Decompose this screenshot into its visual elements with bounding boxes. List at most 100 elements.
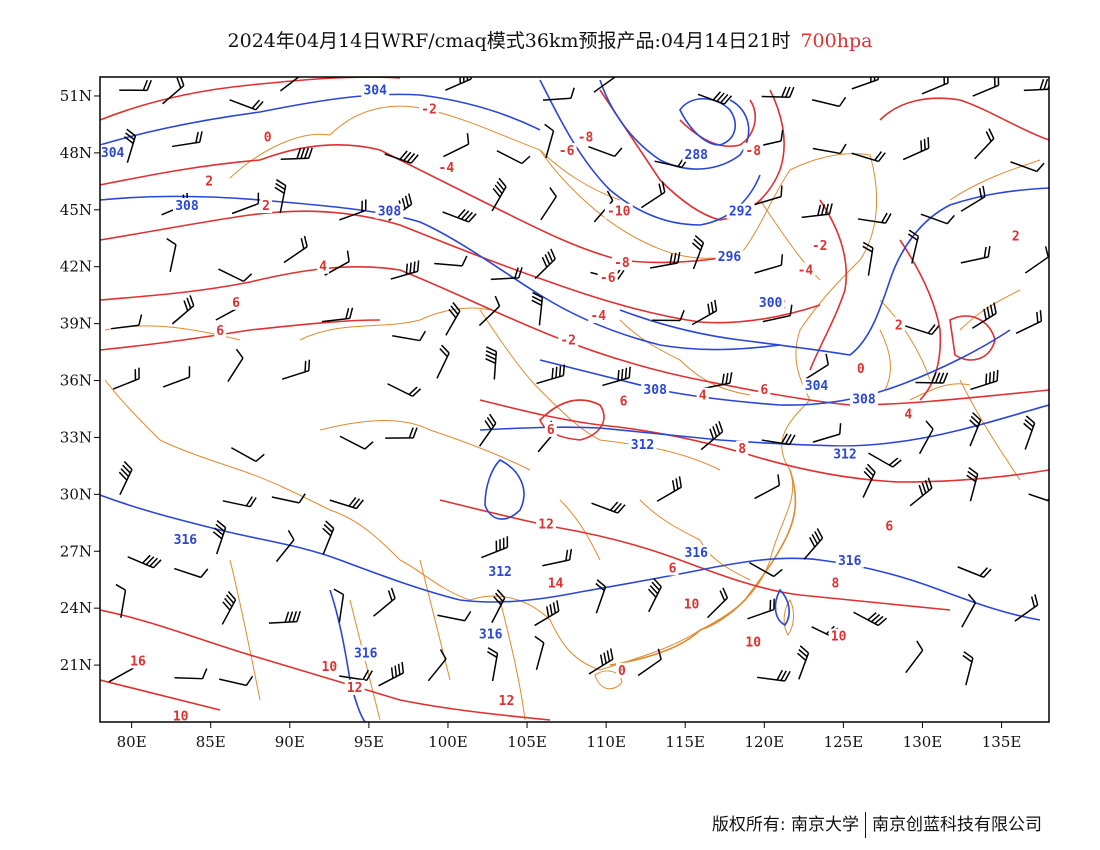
wind-barb <box>118 461 133 496</box>
plot-area: -2-4-6-8-8-10-8-6-4-2-2-2-40224666646802… <box>100 77 1049 722</box>
temperature-contour-label: -4 <box>439 161 455 176</box>
lon-tick-label: 85E <box>196 733 226 751</box>
lon-tick-label: 130E <box>903 733 943 751</box>
wind-barb <box>969 412 982 447</box>
temperature-contour-label: 6 <box>216 324 224 339</box>
wind-barbs <box>108 77 1049 687</box>
temperature-contour-label: 4 <box>699 389 707 404</box>
temperature-contour-label: -8 <box>614 256 630 271</box>
height-contour-label: 304 <box>805 379 829 394</box>
contour-label-bg <box>795 262 816 278</box>
wind-barb <box>1023 415 1036 450</box>
wind-barb <box>339 435 374 450</box>
longitude-axis: 80E 85E 90E 95E 100E 105E 110E 115E 120E 125E 130E… <box>117 722 1021 751</box>
contour-label-bg <box>261 129 274 145</box>
temperature-contour-label: 0 <box>618 664 626 679</box>
title-main: 2024年04月14日WRF/cmaq模式36km预报产品:04月14日21时 <box>227 30 791 52</box>
wind-barb <box>390 260 420 280</box>
wind-barb <box>384 150 419 164</box>
wind-barb <box>905 324 940 336</box>
wind-barb <box>542 548 573 567</box>
wind-barb <box>915 372 949 384</box>
wind-barb <box>974 128 995 160</box>
wind-barb <box>231 447 265 463</box>
wind-barb <box>339 669 373 681</box>
height-contour-label: 316 <box>838 554 862 569</box>
contour-label-bg <box>544 421 557 437</box>
wind-barb <box>478 413 497 447</box>
contour-label-bg <box>361 82 390 98</box>
wind-barb <box>162 77 185 105</box>
wind-barb <box>534 248 556 280</box>
wind-barb <box>804 353 829 381</box>
lon-tick-label: 100E <box>428 733 468 751</box>
contour-label-bg <box>597 270 618 286</box>
contour-label-bg <box>476 626 505 642</box>
lat-tick-label: 51N <box>60 87 92 105</box>
wind-barb <box>544 123 555 159</box>
temperature-contour-label: -10 <box>607 205 631 220</box>
wind-barb <box>222 496 257 508</box>
contour-label-bg <box>715 249 744 265</box>
wind-barb <box>486 647 499 682</box>
contour-label-bg <box>615 662 628 678</box>
wind-barb <box>218 268 253 283</box>
height-contour-label: 316 <box>479 628 503 643</box>
contour-label-bg <box>588 308 609 324</box>
contour-label-bg <box>743 142 764 158</box>
wind-barb <box>971 302 997 329</box>
wind-barb <box>171 131 203 148</box>
temperature-contour-label: -2 <box>812 239 828 254</box>
wind-barb <box>387 383 422 397</box>
wind-barb <box>909 477 933 507</box>
temperature-contour-label: 10 <box>322 660 338 675</box>
wind-barb <box>868 452 902 468</box>
wind-barb <box>918 420 934 455</box>
wind-barb <box>921 77 949 95</box>
height-contour-label: 300 <box>759 296 783 311</box>
lon-tick-label: 115E <box>665 733 705 751</box>
height-contour-label: 304 <box>101 146 125 161</box>
wind-barb <box>757 669 791 682</box>
wind-barb <box>119 79 152 92</box>
height-contour-label: 316 <box>174 533 198 548</box>
title-level: 700hpa <box>800 30 873 52</box>
wind-barb <box>445 302 461 336</box>
wind-barb <box>174 668 208 680</box>
contour-label-bg <box>536 516 557 532</box>
lat-tick-label: 27N <box>60 542 92 560</box>
height-contour-label: 316 <box>685 546 709 561</box>
wind-barb <box>385 427 418 439</box>
lat-tick-label: 36N <box>60 372 92 390</box>
taiwan-outline <box>783 599 794 636</box>
wind-barb <box>595 579 607 614</box>
temperature-contour-label: -2 <box>421 102 437 117</box>
wind-barb <box>812 143 847 155</box>
lat-tick-label: 21N <box>60 656 92 674</box>
wind-barb <box>652 309 685 322</box>
wind-barb <box>700 421 724 451</box>
temperature-contour-label: 6 <box>620 394 628 409</box>
hainan-outline <box>594 670 623 690</box>
wind-barb <box>902 137 930 161</box>
height-contour-label: 308 <box>175 199 199 214</box>
lon-tick-label: 120E <box>745 733 785 751</box>
wind-barb <box>445 77 472 91</box>
contour-label-bg <box>545 575 566 591</box>
temperature-contour-label: 2 <box>1012 229 1020 244</box>
wind-barb <box>329 497 364 510</box>
contour-label-bg <box>830 446 859 462</box>
wind-barb <box>112 367 140 390</box>
wind-barb <box>496 150 531 165</box>
lon-tick-label: 110E <box>586 733 626 751</box>
lon-tick-label: 90E <box>275 733 305 751</box>
wind-barb <box>970 369 999 391</box>
contour-label-bg <box>170 708 191 722</box>
contour-label-bg <box>375 203 404 219</box>
height-contour-label: 304 <box>363 83 387 98</box>
wind-barb <box>427 649 447 682</box>
temperature-contour-label: 14 <box>548 577 564 592</box>
contour-label-bg <box>172 198 201 213</box>
contour-label-bg <box>617 393 630 409</box>
wind-barb <box>962 651 974 686</box>
